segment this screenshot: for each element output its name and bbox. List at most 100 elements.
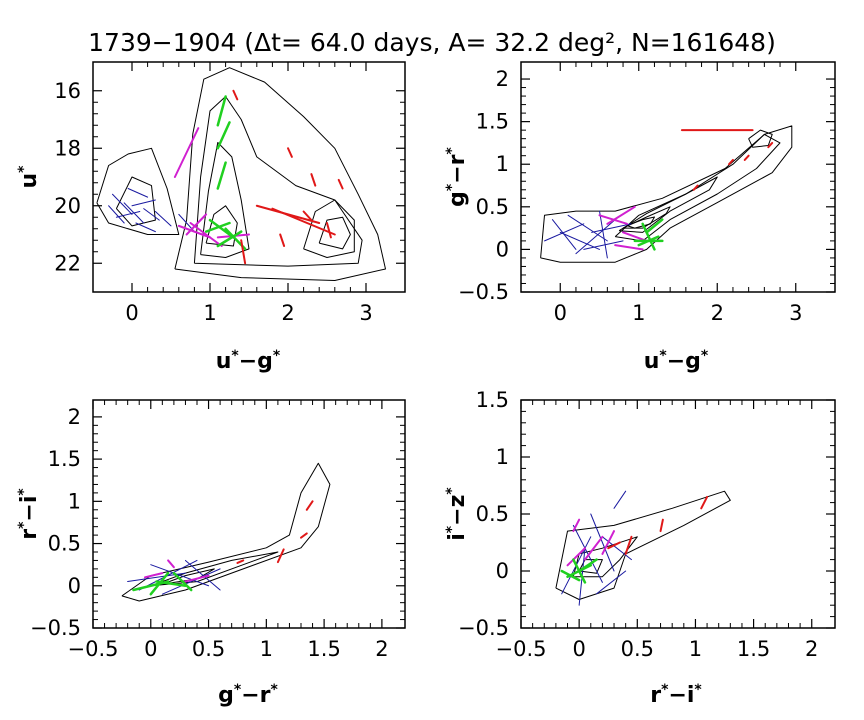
contour-group <box>555 490 731 600</box>
green-track <box>577 558 598 573</box>
green-track <box>216 121 231 150</box>
red-track <box>337 178 344 190</box>
contour-line <box>200 142 250 258</box>
blue-track <box>143 208 160 221</box>
contour-group <box>96 67 386 281</box>
blue-track <box>154 211 172 227</box>
contour-line <box>555 490 731 600</box>
blue-track <box>583 240 624 250</box>
red-track <box>287 147 293 158</box>
y-tick-label: −0.5 <box>458 616 509 640</box>
magenta-track <box>614 244 644 251</box>
contour-line <box>540 125 793 263</box>
y-axis-label: g*​−r*​ <box>444 146 470 206</box>
red-track <box>279 233 286 247</box>
x-tick-label: 3 <box>789 301 802 325</box>
y-tick-label: 22 <box>54 251 81 275</box>
y-axis-label: i*​−z*​ <box>444 487 470 541</box>
green-track <box>216 95 227 127</box>
red-track-group <box>607 495 709 555</box>
red-track <box>607 541 621 550</box>
blue-track <box>567 214 608 242</box>
y-tick-label: 1 <box>496 152 509 176</box>
blue-track <box>551 219 577 250</box>
magenta-track <box>189 222 223 247</box>
y-tick-label: 16 <box>54 79 81 103</box>
blue-track <box>184 559 221 591</box>
y-tick-label: 0 <box>68 574 81 598</box>
contour-line <box>121 462 331 602</box>
blue-track <box>575 219 616 255</box>
x-tick-label: 0 <box>572 637 585 661</box>
magenta-track <box>144 572 164 579</box>
magenta-track <box>583 535 604 561</box>
green-track-group <box>132 571 193 596</box>
x-tick-label: 2 <box>711 301 724 325</box>
y-tick-label: 0 <box>496 559 509 583</box>
y-tick-label: 18 <box>54 136 81 160</box>
x-axis-label: u*​−g*​ <box>216 348 281 374</box>
y-tick-label: 20 <box>54 194 81 218</box>
y-axis-label: u*​ <box>16 165 42 189</box>
green-track-group <box>560 558 598 584</box>
y-tick-label: −0.5 <box>30 616 81 640</box>
x-tick-label: 2 <box>281 301 294 325</box>
y-tick-label: 1 <box>68 489 81 513</box>
blue-track <box>613 490 627 509</box>
green-track <box>204 221 231 233</box>
green-track <box>645 218 664 234</box>
chart-title: 1739−1904 (Δt= 64.0 days, A= 32.2 deg², … <box>88 28 776 57</box>
x-tick-label: −0.5 <box>496 637 547 661</box>
contour-line <box>115 176 156 227</box>
red-track <box>236 559 245 564</box>
contour-line <box>318 216 351 250</box>
magenta-track <box>177 224 211 239</box>
panel-1: 0 1 2 3 16 18 20 22 u*​−g*​ u*​ <box>16 61 406 374</box>
y-tick-label: 0 <box>496 237 509 261</box>
x-tick-label: 1 <box>203 301 216 325</box>
contour-group <box>121 462 331 602</box>
x-tick-label: 0.5 <box>621 637 654 661</box>
red-track <box>302 210 313 222</box>
green-track <box>216 161 227 190</box>
x-tick-label: 2 <box>375 637 388 661</box>
red-track <box>728 158 734 166</box>
magenta-track-group <box>598 205 648 251</box>
green-track <box>172 571 193 592</box>
red-track <box>326 222 332 239</box>
red-track <box>300 532 308 539</box>
x-tick-label: 1 <box>260 637 273 661</box>
y-tick-label: 0.5 <box>476 502 509 526</box>
x-tick-label: −0.5 <box>68 637 119 661</box>
magenta-track-group <box>144 559 210 583</box>
magenta-track <box>167 559 175 569</box>
contour-line <box>618 176 718 233</box>
y-tick-label: 2 <box>496 67 509 91</box>
panel-4: −0.5 0 0.5 1 1.5 2 −0.5 0 0.5 1 1.5 r*​−i*​ i*​−z*​ <box>444 388 836 708</box>
red-track <box>271 207 336 236</box>
green-track <box>641 222 656 251</box>
contour-line <box>96 147 180 235</box>
contour-line <box>205 205 238 247</box>
plot-frame <box>520 61 836 293</box>
blue-track <box>131 199 156 207</box>
green-track-group <box>633 218 664 251</box>
blue-track <box>108 205 125 224</box>
contour-line <box>748 129 773 148</box>
magenta-track <box>185 213 208 236</box>
x-tick-label: 1.5 <box>737 637 770 661</box>
red-track <box>767 141 774 149</box>
blue-track <box>601 536 632 561</box>
blue-track <box>591 223 632 233</box>
green-track-group <box>204 95 247 251</box>
magenta-track <box>606 205 636 225</box>
blue-track <box>150 564 210 587</box>
blue-track <box>572 524 603 583</box>
contour-line <box>193 96 363 267</box>
blue-track <box>127 188 149 198</box>
y-tick-label: 1 <box>496 445 509 469</box>
blue-track <box>596 570 627 595</box>
red-track <box>624 535 633 555</box>
